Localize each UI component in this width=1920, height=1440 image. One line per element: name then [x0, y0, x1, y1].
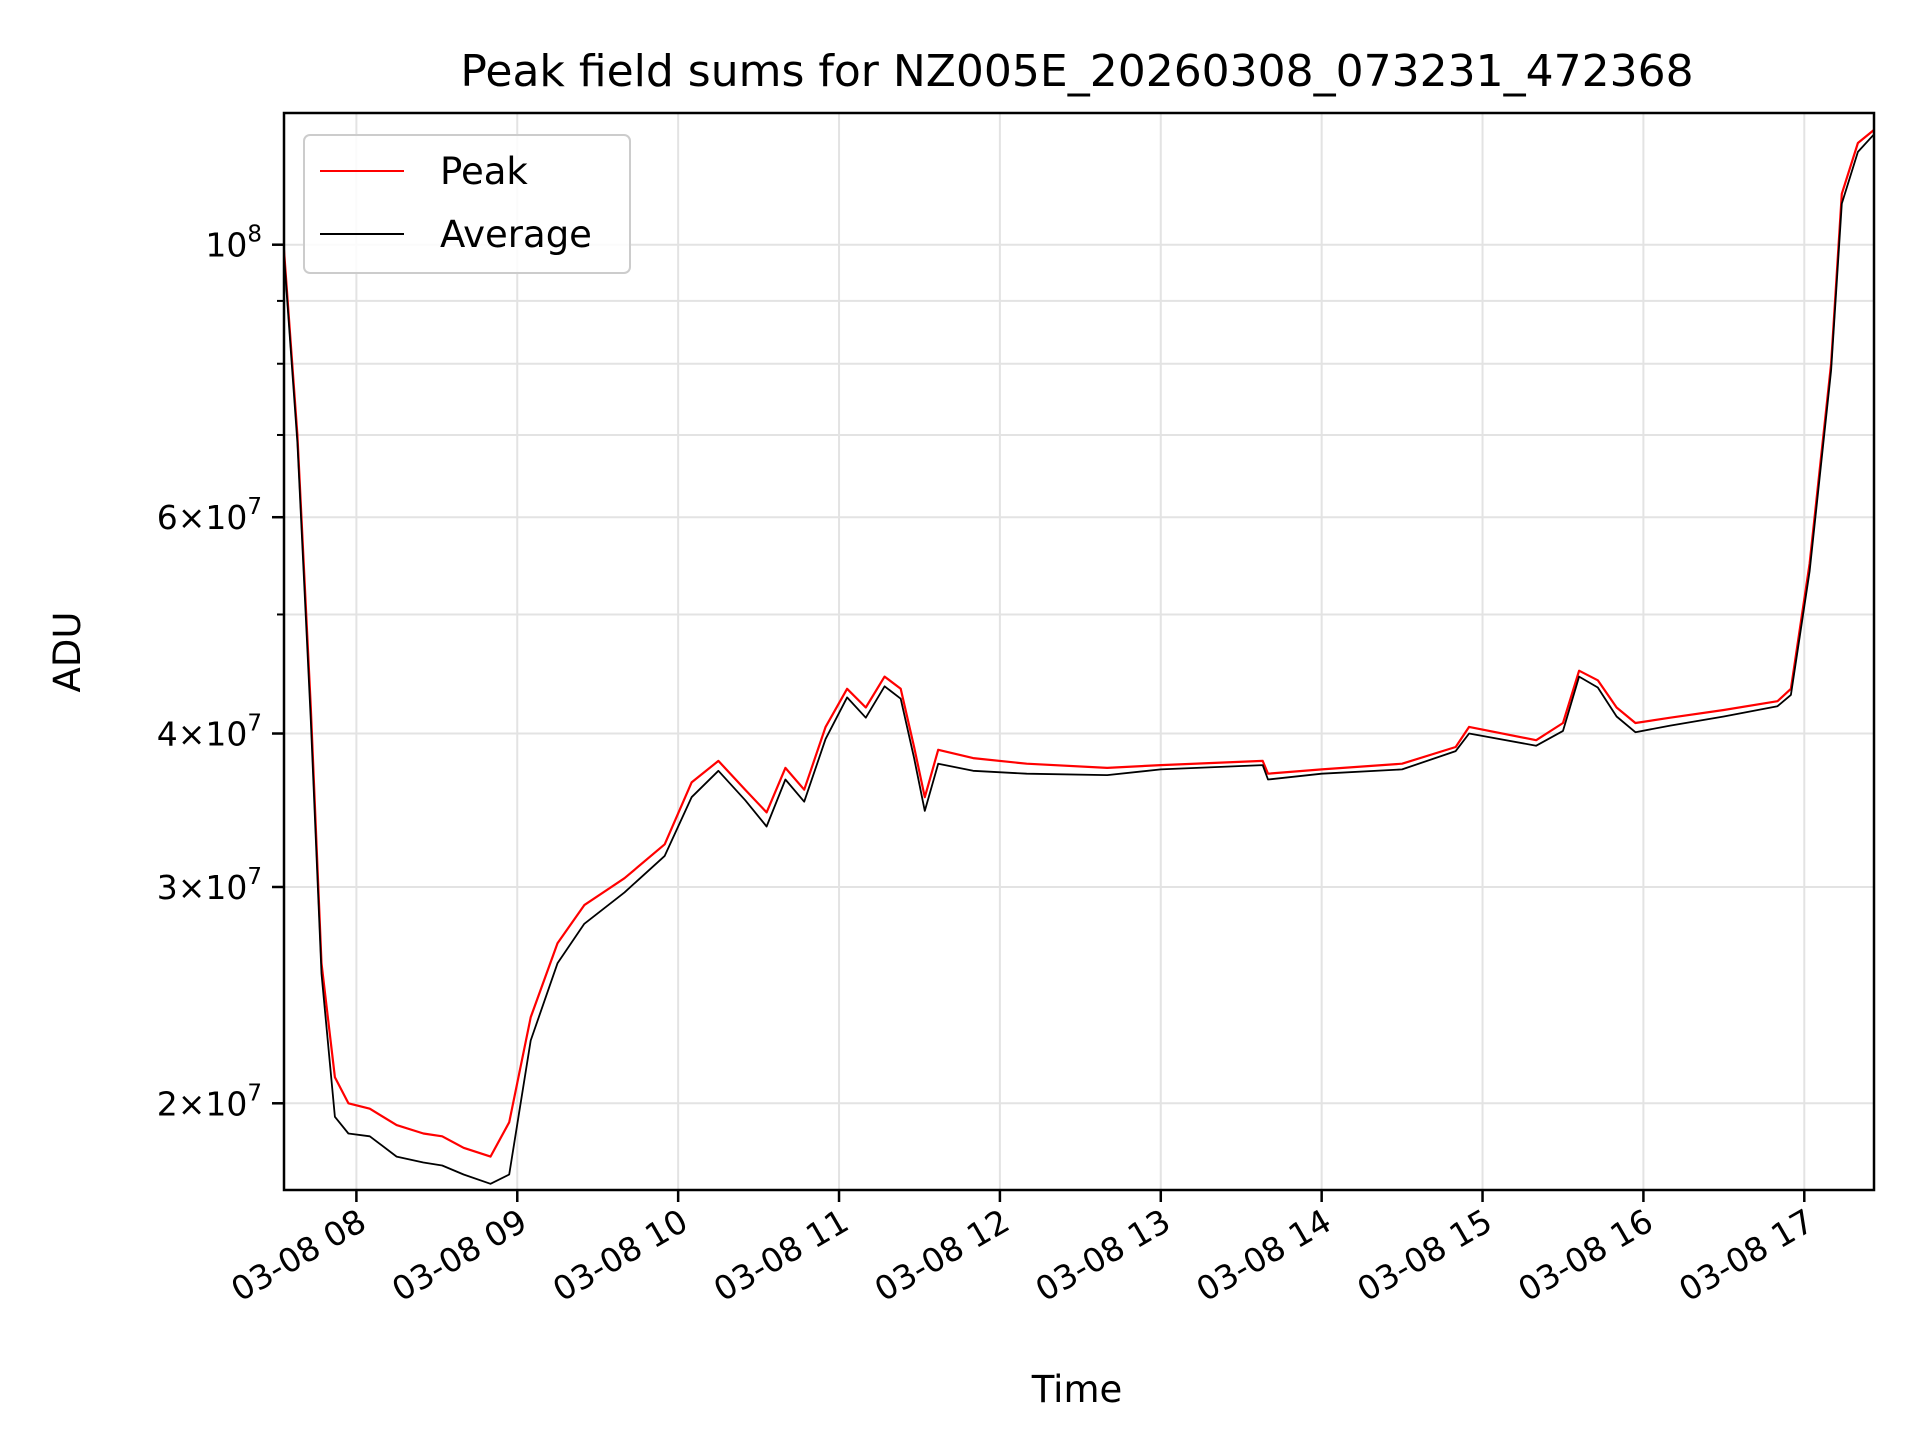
y-tick-label: 4×107: [157, 711, 262, 754]
y-tick-label: 2×107: [157, 1080, 262, 1123]
x-axis-label: Time: [1031, 1368, 1123, 1411]
y-tick-label: 3×107: [157, 864, 262, 907]
series-line-average: [284, 133, 1874, 1185]
series-line-peak: [284, 129, 1874, 1158]
y-axis: 2×107 3×107 4×107 6×107 108: [157, 222, 284, 1123]
legend-box: [303, 134, 631, 274]
y-axis-label: ADU: [46, 612, 89, 693]
legend: Peak Average: [303, 134, 631, 274]
y-tick-label: 6×107: [157, 494, 262, 537]
legend-label-peak: Peak: [440, 150, 528, 193]
legend-label-average: Average: [440, 213, 592, 256]
y-tick-label: 108: [205, 222, 262, 265]
series-layer: [284, 129, 1874, 1185]
chart-title: Peak field sums for NZ005E_20260308_0732…: [460, 46, 1693, 97]
plot-frame: [282, 111, 1876, 1192]
gridlines: [284, 113, 1874, 1190]
